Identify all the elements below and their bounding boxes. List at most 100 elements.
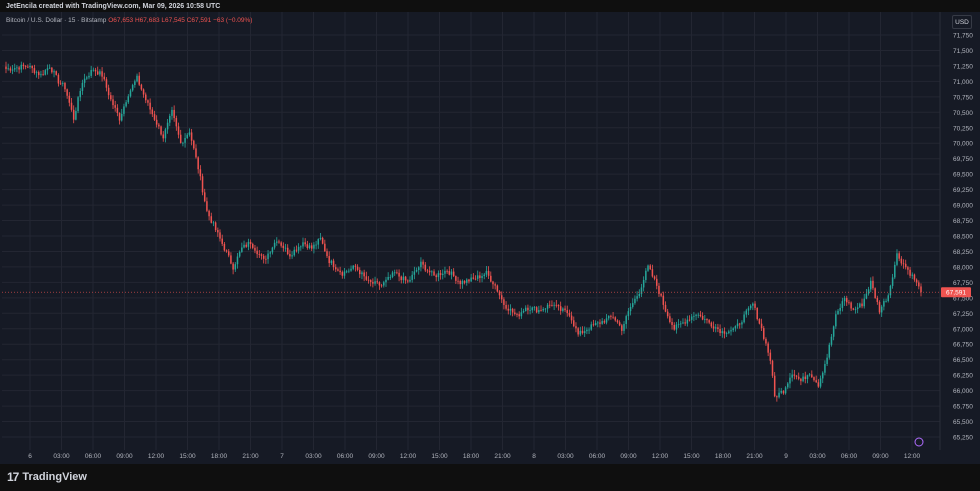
candle-body	[40, 74, 42, 76]
candle-body	[867, 289, 870, 294]
currency-selector[interactable]: USD	[952, 15, 972, 29]
candle-body	[570, 315, 573, 321]
candle-body	[134, 81, 136, 86]
candle-body	[439, 273, 442, 275]
candle-body	[476, 275, 479, 279]
candle-body	[13, 68, 16, 70]
y-tick-label: 67,250	[953, 311, 973, 318]
candle-body	[123, 106, 125, 114]
candle-body	[81, 82, 84, 91]
candle-body	[138, 75, 140, 85]
candle-body	[909, 269, 911, 276]
candle-body	[859, 303, 861, 308]
candle-body	[186, 134, 189, 139]
candle-body	[634, 298, 636, 304]
candle-body	[112, 99, 114, 106]
candle-body	[492, 281, 494, 285]
candle-body	[77, 97, 79, 112]
candle-body	[450, 271, 453, 275]
candle-body	[221, 238, 223, 244]
candle-body	[184, 138, 186, 143]
candle-body	[658, 285, 660, 294]
candle-body	[806, 375, 809, 379]
candle-body	[446, 270, 448, 272]
candle-body	[599, 322, 601, 324]
candle-body	[765, 338, 767, 344]
tradingview-logo[interactable]: ⁠17 TradingView	[7, 470, 87, 484]
candle-body	[64, 82, 66, 90]
candle-body	[688, 319, 691, 321]
candle-body	[610, 315, 612, 317]
candle-body	[166, 122, 169, 130]
candle-body	[282, 245, 285, 248]
candle-body	[485, 270, 488, 275]
candle-body	[149, 102, 151, 110]
candle-body	[44, 70, 47, 75]
candle-body	[68, 95, 71, 103]
candle-body	[787, 383, 789, 388]
candle-body	[227, 251, 230, 256]
candle-body	[208, 210, 210, 217]
candle-body	[623, 323, 625, 331]
candle-body	[607, 315, 610, 319]
candle-body	[802, 376, 804, 382]
candle-body	[271, 247, 274, 253]
x-tick-label: 12:00	[148, 453, 165, 460]
candle-body	[225, 250, 228, 252]
candle-body	[372, 281, 374, 284]
candle-body	[179, 134, 182, 143]
candle-body	[83, 78, 86, 83]
x-tick-label: 21:00	[746, 453, 763, 460]
ohlc-legend-part: O67,653	[108, 17, 135, 24]
candle-body	[295, 249, 298, 251]
candle-body	[206, 201, 208, 211]
candle-body	[671, 321, 673, 325]
candle-body	[500, 295, 503, 300]
x-tick-label: 6	[28, 453, 32, 460]
candle-body	[518, 314, 520, 317]
candle-body	[771, 360, 774, 376]
candle-body	[260, 254, 263, 256]
candle-body	[797, 376, 800, 379]
candle-body	[904, 263, 907, 268]
candle-body	[70, 102, 73, 110]
candle-body	[874, 288, 876, 298]
candle-body	[5, 66, 7, 70]
candle-body	[878, 301, 881, 313]
y-tick-label: 69,000	[953, 203, 973, 210]
candle-body	[153, 114, 156, 120]
candle-body	[686, 319, 689, 324]
candle-body	[88, 75, 90, 78]
candle-body	[741, 322, 743, 325]
candle-body	[354, 265, 357, 267]
candle-body	[769, 352, 772, 361]
x-tick-label: 18:00	[211, 453, 228, 460]
y-tick-label: 67,500	[953, 295, 973, 302]
candle-body	[586, 329, 588, 332]
y-tick-label: 68,000	[953, 264, 973, 271]
candle-body	[640, 287, 643, 294]
candle-body	[378, 282, 381, 286]
candle-body	[455, 276, 457, 281]
candle-body	[559, 306, 562, 311]
candle-body	[422, 261, 424, 265]
ohlc-legend-part: Bitcoin / U.S. Dollar · 15 · Bitstamp	[6, 17, 108, 24]
candle-body	[706, 319, 708, 321]
candle-body	[618, 322, 621, 326]
candle-body	[383, 282, 385, 286]
tradingview-icon: ⁠17	[7, 470, 19, 484]
candle-body	[824, 364, 826, 373]
candle-body	[795, 375, 798, 377]
x-tick-label: 8	[532, 453, 536, 460]
x-tick-label: 06:00	[589, 453, 606, 460]
tradingview-brand: TradingView	[22, 471, 87, 483]
candle-body	[863, 298, 865, 307]
candle-body	[555, 304, 558, 306]
y-tick-label: 67,750	[953, 280, 973, 287]
candle-body	[356, 266, 359, 270]
candle-body	[468, 279, 470, 282]
candle-body	[793, 374, 796, 376]
candle-body	[241, 247, 243, 252]
price-chart[interactable]: 65,250 65,500 65,750 66,000 66,250 66,500 66,7…	[0, 0, 980, 464]
candle-body	[745, 310, 748, 315]
